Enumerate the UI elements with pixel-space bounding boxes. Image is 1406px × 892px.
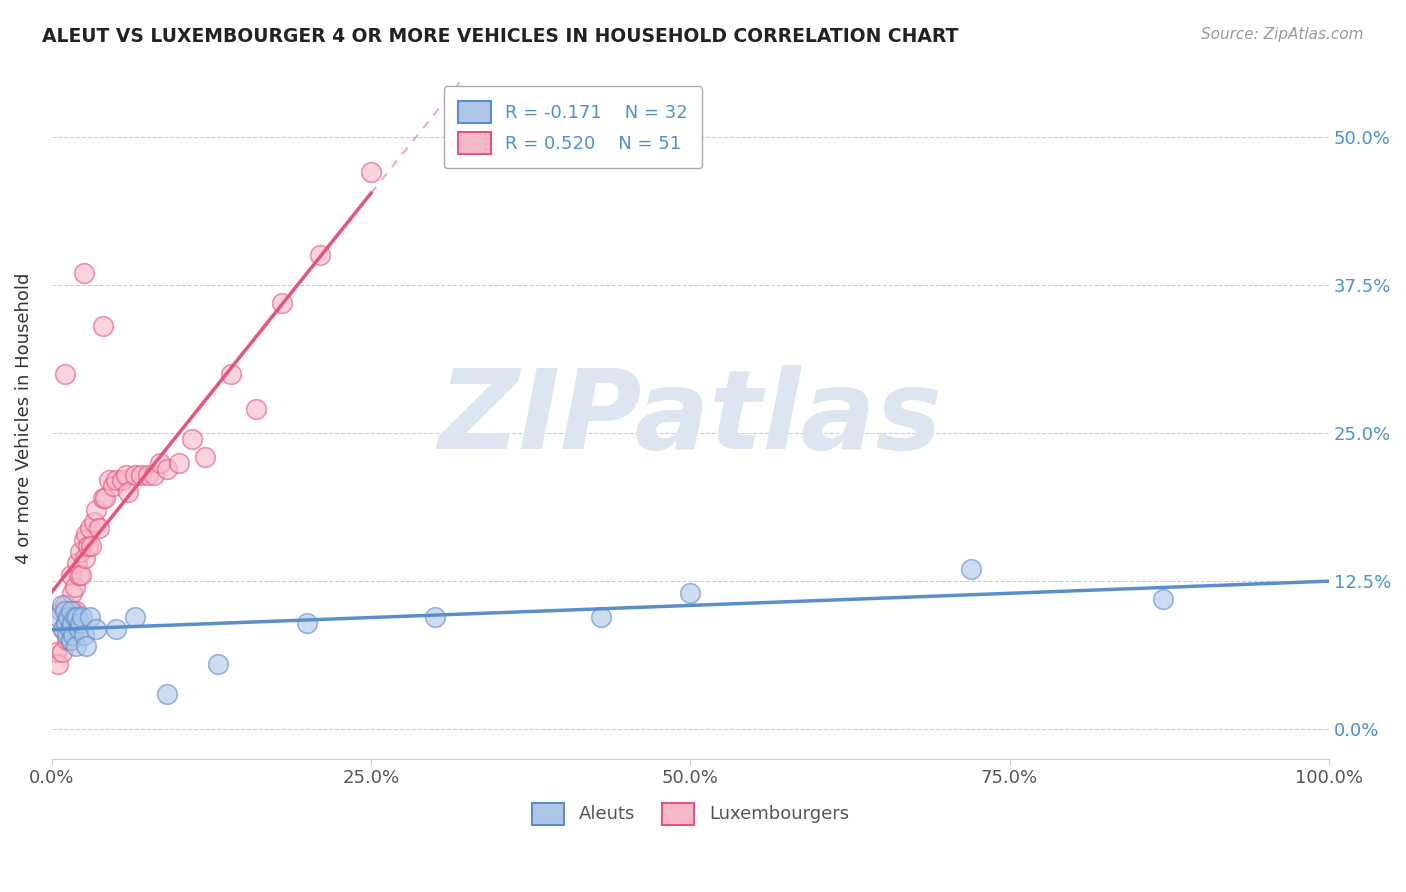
- Point: [111, 474, 134, 488]
- Point: [63, 609, 86, 624]
- Point: [60, 586, 83, 600]
- Point: [55, 615, 77, 630]
- Point: [49, 604, 72, 618]
- Point: [73, 627, 96, 641]
- Text: ALEUT VS LUXEMBOURGER 4 OR MORE VEHICLES IN HOUSEHOLD CORRELATION CHART: ALEUT VS LUXEMBOURGER 4 OR MORE VEHICLES…: [42, 27, 959, 45]
- Point: [55, 615, 77, 630]
- Point: [156, 687, 179, 701]
- Point: [70, 568, 93, 582]
- Point: [270, 295, 292, 310]
- Point: [149, 456, 172, 470]
- Point: [114, 467, 136, 482]
- Point: [67, 568, 90, 582]
- Point: [52, 622, 75, 636]
- Point: [73, 533, 96, 547]
- Point: [58, 609, 80, 624]
- Point: [59, 633, 82, 648]
- Point: [75, 640, 97, 654]
- Point: [91, 491, 114, 506]
- Point: [63, 580, 86, 594]
- Point: [79, 609, 101, 624]
- Point: [66, 557, 89, 571]
- Point: [69, 544, 91, 558]
- Point: [101, 479, 124, 493]
- Point: [65, 604, 87, 618]
- Point: [80, 539, 103, 553]
- Point: [79, 521, 101, 535]
- Point: [52, 622, 75, 636]
- Point: [104, 622, 127, 636]
- Point: [56, 633, 79, 648]
- Point: [73, 550, 96, 565]
- Point: [136, 467, 159, 482]
- Point: [295, 615, 318, 630]
- Point: [219, 367, 242, 381]
- Point: [53, 604, 76, 618]
- Point: [181, 432, 204, 446]
- Point: [156, 461, 179, 475]
- Point: [94, 491, 117, 506]
- Point: [129, 467, 152, 482]
- Point: [1152, 592, 1174, 607]
- Point: [169, 456, 191, 470]
- Point: [86, 622, 108, 636]
- Point: [60, 615, 83, 630]
- Point: [53, 367, 76, 381]
- Point: [62, 604, 84, 618]
- Point: [51, 598, 73, 612]
- Point: [423, 609, 446, 624]
- Point: [104, 474, 127, 488]
- Point: [86, 503, 108, 517]
- Point: [46, 609, 69, 624]
- Point: [62, 627, 84, 641]
- Point: [65, 640, 87, 654]
- Point: [98, 474, 121, 488]
- Point: [46, 657, 69, 672]
- Point: [72, 609, 94, 624]
- Y-axis label: 4 or more Vehicles in Household: 4 or more Vehicles in Household: [15, 273, 32, 564]
- Point: [67, 622, 90, 636]
- Point: [117, 485, 139, 500]
- Point: [51, 645, 73, 659]
- Point: [73, 266, 96, 280]
- Point: [59, 609, 82, 624]
- Point: [309, 248, 332, 262]
- Point: [58, 609, 80, 624]
- Point: [207, 657, 229, 672]
- Point: [679, 586, 702, 600]
- Point: [53, 598, 76, 612]
- Point: [59, 604, 82, 618]
- Text: ZIPatlas: ZIPatlas: [439, 365, 942, 472]
- Point: [69, 615, 91, 630]
- Point: [76, 539, 98, 553]
- Point: [245, 402, 267, 417]
- Point: [360, 165, 382, 179]
- Point: [66, 609, 89, 624]
- Point: [56, 627, 79, 641]
- Point: [194, 450, 217, 464]
- Point: [45, 645, 67, 659]
- Text: Source: ZipAtlas.com: Source: ZipAtlas.com: [1201, 27, 1364, 42]
- Point: [75, 526, 97, 541]
- Point: [83, 515, 105, 529]
- Point: [142, 467, 165, 482]
- Legend: Aleuts, Luxembourgers: Aleuts, Luxembourgers: [524, 796, 856, 831]
- Point: [87, 521, 110, 535]
- Point: [960, 562, 983, 576]
- Point: [91, 319, 114, 334]
- Point: [59, 622, 82, 636]
- Point: [59, 633, 82, 648]
- Point: [589, 609, 612, 624]
- Point: [59, 568, 82, 582]
- Point: [124, 467, 146, 482]
- Point: [124, 609, 146, 624]
